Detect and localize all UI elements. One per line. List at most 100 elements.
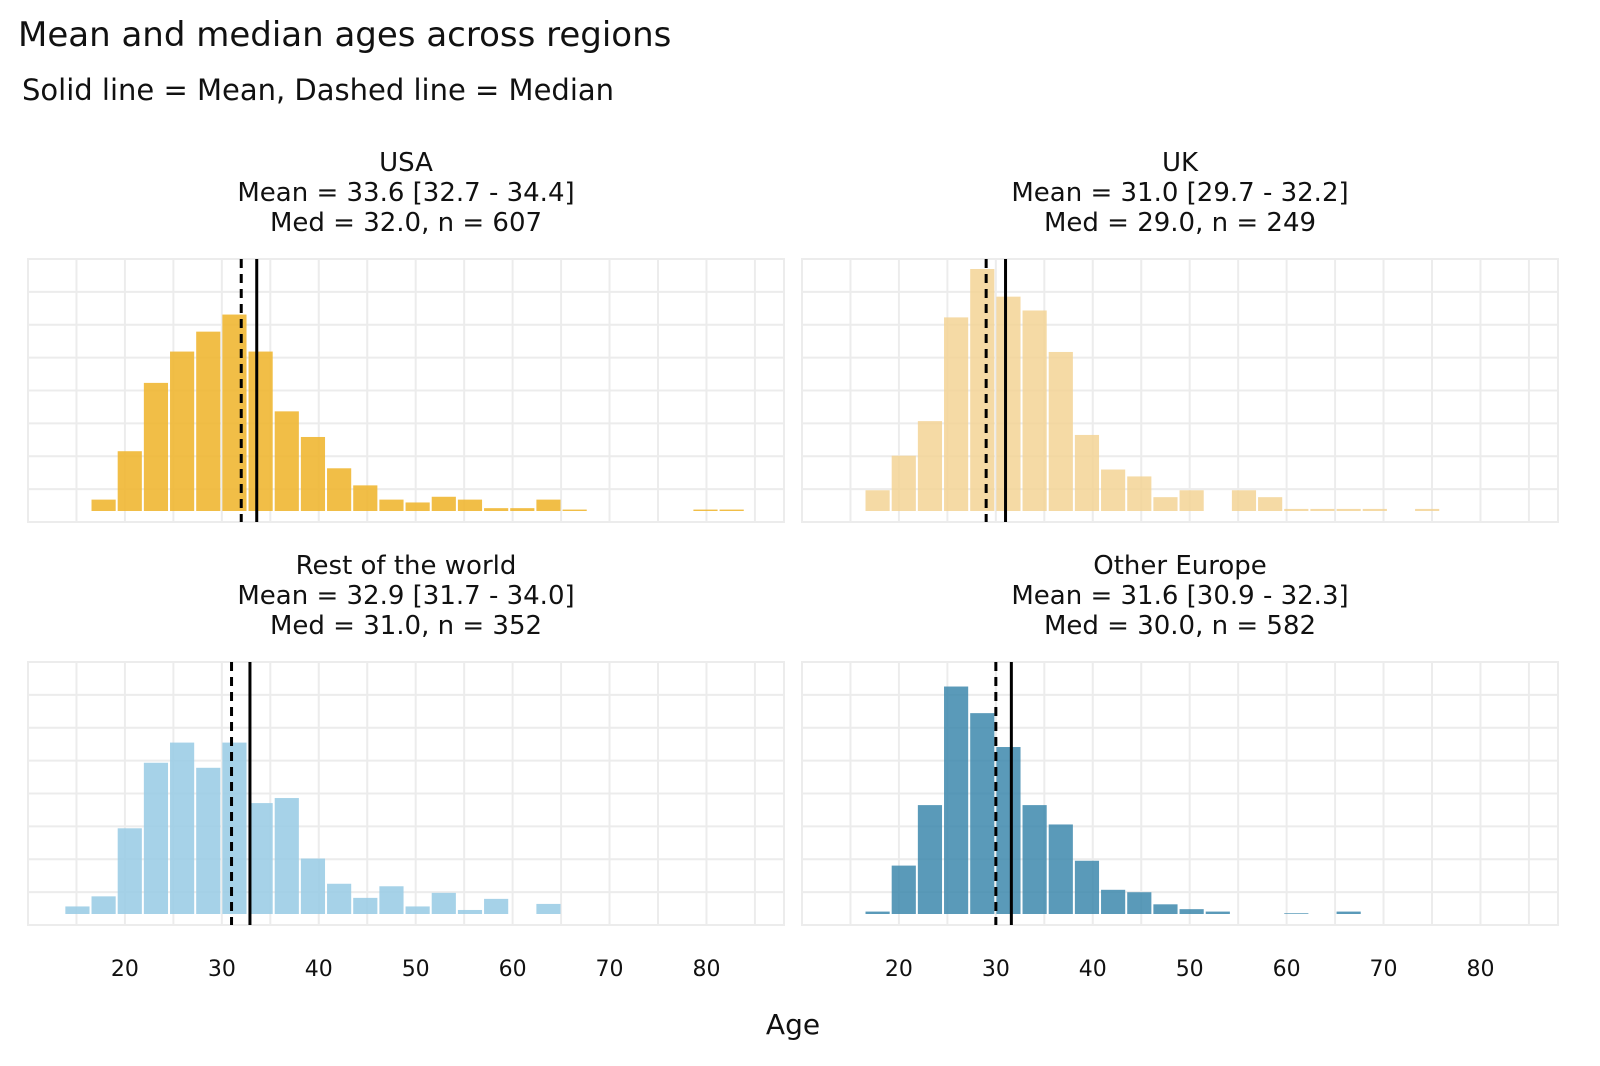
- histogram-bar: [970, 713, 995, 914]
- histogram-bar: [1101, 469, 1126, 511]
- x-tick-label: 80: [1466, 957, 1494, 982]
- facet-label-line: Med = 30.0, n = 582: [1044, 611, 1316, 641]
- facet-label-line: Other Europe: [1093, 551, 1267, 581]
- histogram-bar: [562, 509, 587, 511]
- histogram-bar: [1153, 497, 1178, 511]
- histogram-bar: [996, 296, 1021, 511]
- histogram-bar: [1231, 490, 1257, 511]
- histogram-bar: [1074, 860, 1100, 914]
- histogram-bar: [891, 865, 916, 914]
- histogram-bar: [170, 351, 195, 511]
- histogram-bar: [248, 803, 273, 914]
- histogram-bar: [1074, 434, 1100, 511]
- x-tick-label: 80: [692, 957, 720, 982]
- histogram-bar: [196, 767, 221, 914]
- facet-label-line: Med = 31.0, n = 352: [270, 611, 542, 641]
- x-tick-label: 20: [111, 957, 139, 982]
- histogram-bar: [996, 747, 1021, 914]
- chart-subtitle: Solid line = Mean, Dashed line = Median: [22, 73, 614, 107]
- histogram-bar: [300, 436, 326, 511]
- x-axis-label: Age: [766, 1008, 820, 1041]
- histogram-bar: [91, 499, 116, 511]
- histogram-bar: [117, 828, 142, 914]
- x-tick-label: 30: [208, 957, 236, 982]
- histogram-bar: [917, 421, 943, 511]
- histogram-bar: [1048, 351, 1073, 511]
- histogram-bar: [970, 269, 995, 511]
- histogram-bar: [1101, 889, 1126, 914]
- histogram-bar: [405, 906, 430, 914]
- histogram-bar: [484, 508, 509, 511]
- histogram-bar: [300, 858, 326, 914]
- facet-label-line: Mean = 31.6 [30.9 - 32.3]: [1011, 581, 1348, 611]
- histogram-bar: [1310, 508, 1335, 511]
- histogram-bar: [91, 896, 116, 914]
- histogram-bar: [170, 742, 195, 914]
- histogram-bar: [196, 331, 221, 511]
- histogram-bar: [222, 742, 247, 914]
- chart-title: Mean and median ages across regions: [18, 15, 671, 55]
- x-tick-label: 40: [1079, 957, 1107, 982]
- histogram-bar: [1022, 805, 1047, 914]
- histogram-bar: [353, 485, 378, 511]
- x-tick-label: 70: [1370, 957, 1398, 982]
- histogram-bar: [1415, 508, 1440, 511]
- x-tick-label: 60: [499, 957, 527, 982]
- histogram-bar: [457, 499, 483, 511]
- facet-label-line: Med = 32.0, n = 607: [270, 208, 542, 238]
- histogram-bar: [353, 897, 378, 914]
- histogram-bar: [379, 499, 404, 511]
- histogram-bar: [248, 351, 273, 511]
- histogram-bar: [65, 906, 90, 914]
- histogram-bar: [457, 909, 483, 914]
- x-tick-label: 20: [885, 957, 913, 982]
- histogram-bar: [1048, 824, 1073, 914]
- histogram-bar: [327, 883, 352, 914]
- histogram-bar: [891, 455, 916, 511]
- histogram-bar: [222, 314, 247, 511]
- histogram-bar: [1336, 508, 1361, 511]
- histogram-bar: [1179, 490, 1204, 511]
- histogram-bar: [719, 509, 744, 511]
- histogram-bar: [1336, 911, 1361, 914]
- histogram-bar: [1127, 892, 1152, 914]
- histogram-bar: [274, 411, 299, 511]
- histogram-bar: [1284, 508, 1309, 511]
- histogram-bar: [143, 762, 169, 914]
- histogram-bar: [1022, 310, 1047, 511]
- histogram-bar: [379, 886, 404, 914]
- facet-label-line: UK: [1162, 148, 1199, 178]
- histogram-bar: [944, 686, 969, 914]
- histogram-bar: [117, 451, 142, 511]
- histogram-bar: [1153, 904, 1178, 914]
- histogram-bar: [405, 502, 430, 511]
- histogram-bar: [1258, 497, 1283, 511]
- histogram-bar: [484, 898, 509, 914]
- histogram-bar: [510, 508, 535, 511]
- histogram-bar: [536, 499, 561, 511]
- histogram-bar: [327, 468, 352, 511]
- histogram-bar: [431, 892, 456, 914]
- histogram-bar: [1362, 508, 1387, 511]
- x-tick-label: 70: [596, 957, 624, 982]
- x-tick-label: 60: [1273, 957, 1301, 982]
- x-tick-label: 30: [982, 957, 1010, 982]
- histogram-bar: [431, 496, 456, 511]
- histogram-bar: [1284, 913, 1309, 914]
- histogram-bar: [1179, 909, 1204, 914]
- histogram-bar: [944, 317, 969, 511]
- x-tick-label: 50: [1176, 957, 1204, 982]
- facet-label-line: Mean = 33.6 [32.7 - 34.4]: [237, 178, 574, 208]
- x-tick-label: 40: [305, 957, 333, 982]
- facet-label-line: Mean = 31.0 [29.7 - 32.2]: [1011, 178, 1348, 208]
- histogram-bar: [1205, 911, 1230, 914]
- histogram-bar: [536, 903, 561, 914]
- facet-label-line: USA: [379, 148, 433, 178]
- histogram-bar: [1127, 476, 1152, 511]
